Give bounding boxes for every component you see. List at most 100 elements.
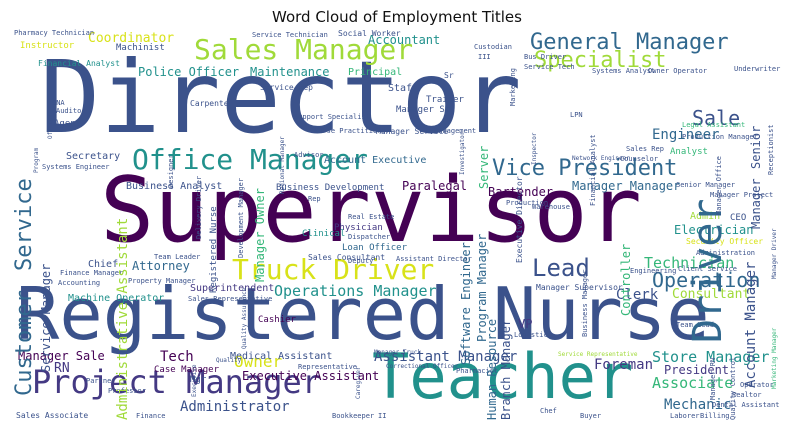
word: Office Manager bbox=[132, 143, 369, 176]
word: Customer bbox=[12, 290, 37, 396]
word: Laborer bbox=[670, 412, 700, 420]
word: Chief bbox=[88, 259, 119, 270]
word: Administrator bbox=[180, 399, 290, 415]
word: Manager Service bbox=[376, 127, 449, 136]
word: Staff bbox=[388, 83, 419, 94]
word: Systems Analyst bbox=[592, 67, 656, 75]
word: Dental Assistant bbox=[712, 401, 780, 409]
word: Accounting bbox=[58, 279, 101, 287]
word: Business Manager bbox=[581, 269, 589, 337]
word: Vice President bbox=[492, 156, 678, 181]
word: Underwriter bbox=[734, 65, 781, 73]
word: Pharmacist bbox=[456, 367, 499, 375]
word: Partner bbox=[86, 377, 116, 385]
word: Nurse Practitioner bbox=[314, 127, 390, 135]
word: Analyst bbox=[670, 147, 708, 157]
word: Sales Rep bbox=[626, 145, 664, 153]
word: Sale bbox=[692, 106, 741, 130]
word: Chef bbox=[540, 407, 557, 415]
word: Senior bbox=[749, 125, 763, 169]
word: Marketing Manager bbox=[771, 327, 778, 389]
word: Representative bbox=[298, 363, 358, 371]
word: Manager Project bbox=[710, 191, 774, 199]
word: Operator bbox=[740, 381, 774, 389]
word: Medical Assistant bbox=[230, 351, 333, 362]
word: Real Estate bbox=[348, 213, 395, 221]
word: Manager Office bbox=[715, 155, 723, 215]
word: Officer bbox=[47, 113, 54, 139]
word: Controller bbox=[619, 243, 633, 316]
word: Owner bbox=[234, 352, 283, 371]
word: Support Specialist bbox=[294, 113, 370, 121]
word: Network Engineer bbox=[572, 155, 630, 162]
word: Buyer bbox=[580, 412, 602, 420]
word: Instructor bbox=[20, 41, 75, 51]
word: Lead bbox=[532, 254, 590, 282]
word: Cashier bbox=[258, 315, 296, 325]
word: Executive Assistant bbox=[242, 369, 380, 383]
word: Legal Assistant bbox=[682, 121, 746, 129]
word: Trainer bbox=[426, 95, 464, 105]
word: Quality Assurance bbox=[241, 287, 248, 349]
word: Manager Driver bbox=[771, 228, 778, 279]
word: Inspector bbox=[531, 132, 538, 165]
word: Deputy bbox=[348, 257, 374, 265]
word: Assistant Director bbox=[396, 255, 472, 263]
word: Mgr bbox=[190, 375, 207, 385]
word: Counselor bbox=[620, 155, 658, 163]
word: Mechanic bbox=[664, 397, 732, 413]
word: Clinical bbox=[302, 229, 346, 239]
word: Designer bbox=[167, 154, 175, 188]
word: Owner Operator bbox=[648, 67, 708, 75]
word: Administrative Assistant bbox=[115, 217, 131, 420]
word: Production bbox=[506, 199, 549, 207]
word: Store Manager bbox=[652, 348, 770, 366]
word: LPN bbox=[570, 111, 583, 119]
word: Accountant bbox=[368, 33, 441, 47]
word: Quality Control bbox=[729, 356, 737, 420]
word: Team Leader bbox=[154, 253, 201, 261]
word: Consultant bbox=[672, 287, 751, 302]
word: II bbox=[378, 412, 387, 420]
word: III bbox=[478, 53, 491, 61]
word: Manager RN bbox=[709, 357, 717, 400]
word: Specialist bbox=[534, 48, 667, 73]
word: Security Officer bbox=[686, 237, 764, 246]
word: Management bbox=[434, 127, 477, 135]
word: Bookkeeper bbox=[332, 412, 375, 420]
word: Auditor bbox=[56, 107, 86, 115]
word: Pharmacy Technician bbox=[14, 29, 95, 37]
word: Investigator bbox=[459, 131, 466, 175]
word: Service Tech bbox=[524, 63, 575, 71]
word: Foreman bbox=[594, 357, 654, 373]
word: Service Representative bbox=[558, 351, 638, 358]
word: Paralegal bbox=[402, 179, 468, 193]
word: Server bbox=[477, 145, 491, 189]
word: Truck Driver bbox=[232, 253, 435, 286]
word: Sales Manager bbox=[194, 33, 414, 66]
word: Police Officer bbox=[138, 65, 240, 79]
word: Technician bbox=[644, 254, 735, 272]
word: Realtor bbox=[732, 391, 762, 399]
word: Carpenter bbox=[190, 99, 234, 108]
word: Program bbox=[33, 147, 40, 173]
word: Business Development bbox=[276, 183, 385, 193]
word: Service bbox=[12, 178, 37, 271]
word: Caregiver bbox=[355, 366, 362, 399]
word: Manager Truck bbox=[374, 349, 421, 356]
word: Physician bbox=[334, 223, 383, 233]
word: Executive Director bbox=[515, 176, 524, 263]
word: Service Technician bbox=[252, 31, 328, 39]
word: Professor bbox=[108, 387, 146, 395]
word: Manager bbox=[749, 178, 763, 229]
word: Team Lead bbox=[676, 321, 714, 329]
word: Manager Manager bbox=[572, 179, 681, 193]
word: Executive bbox=[191, 364, 198, 397]
word: Sr bbox=[444, 71, 454, 80]
word: RN bbox=[54, 361, 70, 376]
word: Project Manager bbox=[32, 363, 321, 401]
word: Business Analyst bbox=[126, 181, 223, 192]
word: Logistic bbox=[514, 331, 548, 339]
word: Branch Manager bbox=[499, 318, 513, 420]
word: VP bbox=[518, 317, 533, 331]
